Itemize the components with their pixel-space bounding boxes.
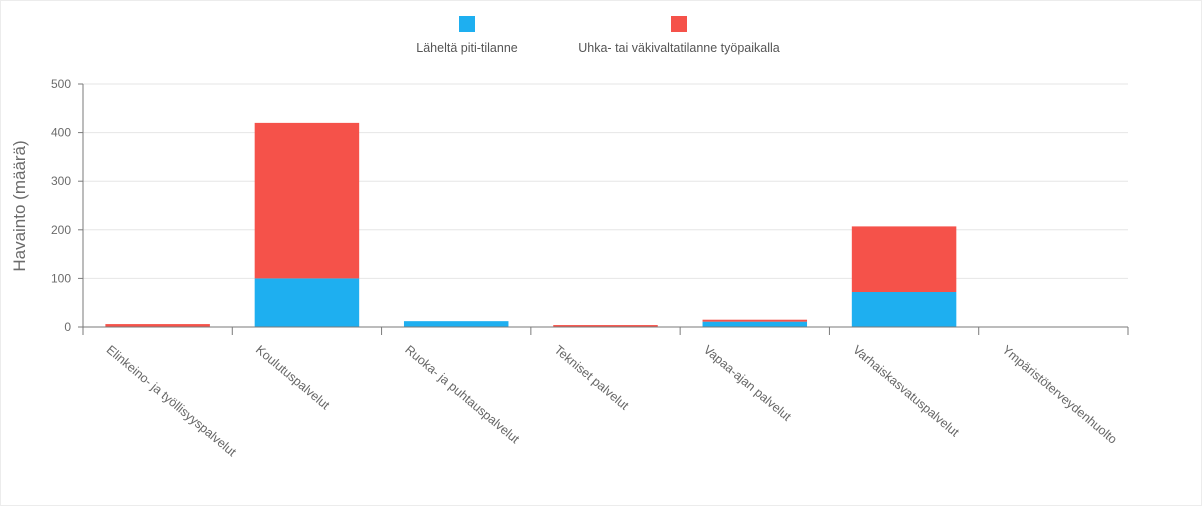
bar-segment[interactable] (553, 325, 658, 327)
y-axis-title: Havainto (määrä) (10, 140, 29, 271)
x-category-label: Ympäristöterveydenhuolto (999, 343, 1119, 447)
x-category-label: Elinkeino- ja työllisyyspalvelut (104, 343, 240, 460)
legend[interactable]: Läheltä piti-tilanne Uhka- tai väkivaltat… (416, 16, 780, 55)
y-tick-label: 100 (51, 271, 71, 285)
bar-segment[interactable] (254, 122, 360, 279)
legend-swatch (459, 16, 475, 32)
bar-segment[interactable] (254, 278, 360, 327)
gridlines (83, 83, 1128, 279)
x-category-label: Varhaiskasvatuspalvelut (850, 343, 962, 440)
x-category-label: Ruoka- ja puhtauspalvelut (402, 343, 522, 447)
bar-segment[interactable] (851, 292, 957, 327)
y-tick-label: 200 (51, 223, 71, 237)
legend-swatch (671, 16, 687, 32)
legend-label: Uhka- tai väkivaltatilanne työpaikalla (578, 41, 780, 55)
bar-segment[interactable] (702, 319, 808, 322)
y-tick-label: 500 (51, 77, 71, 91)
bars (105, 122, 957, 327)
legend-item[interactable]: Uhka- tai väkivaltatilanne työpaikalla (578, 16, 780, 55)
y-axis: 0 100 200 300 400 500 (51, 77, 84, 334)
bar-segment[interactable] (702, 321, 808, 327)
x-category-label: Vapaa-ajan palvelut (701, 343, 794, 424)
legend-label: Läheltä piti-tilanne (416, 41, 518, 55)
y-tick-label: 300 (51, 174, 71, 188)
legend-item[interactable]: Läheltä piti-tilanne (416, 16, 518, 55)
bar-segment[interactable] (403, 321, 509, 327)
bar-segment[interactable] (851, 226, 957, 293)
x-category-label: Koulutuspalvelut (253, 343, 333, 413)
y-tick-label: 400 (51, 126, 71, 140)
x-axis: Elinkeino- ja työllisyyspalvelut Koulutus… (82, 326, 1129, 460)
x-category-label: Tekniset palvelut (552, 343, 632, 413)
bar-segment[interactable] (105, 324, 210, 327)
y-tick-label: 0 (64, 320, 71, 334)
